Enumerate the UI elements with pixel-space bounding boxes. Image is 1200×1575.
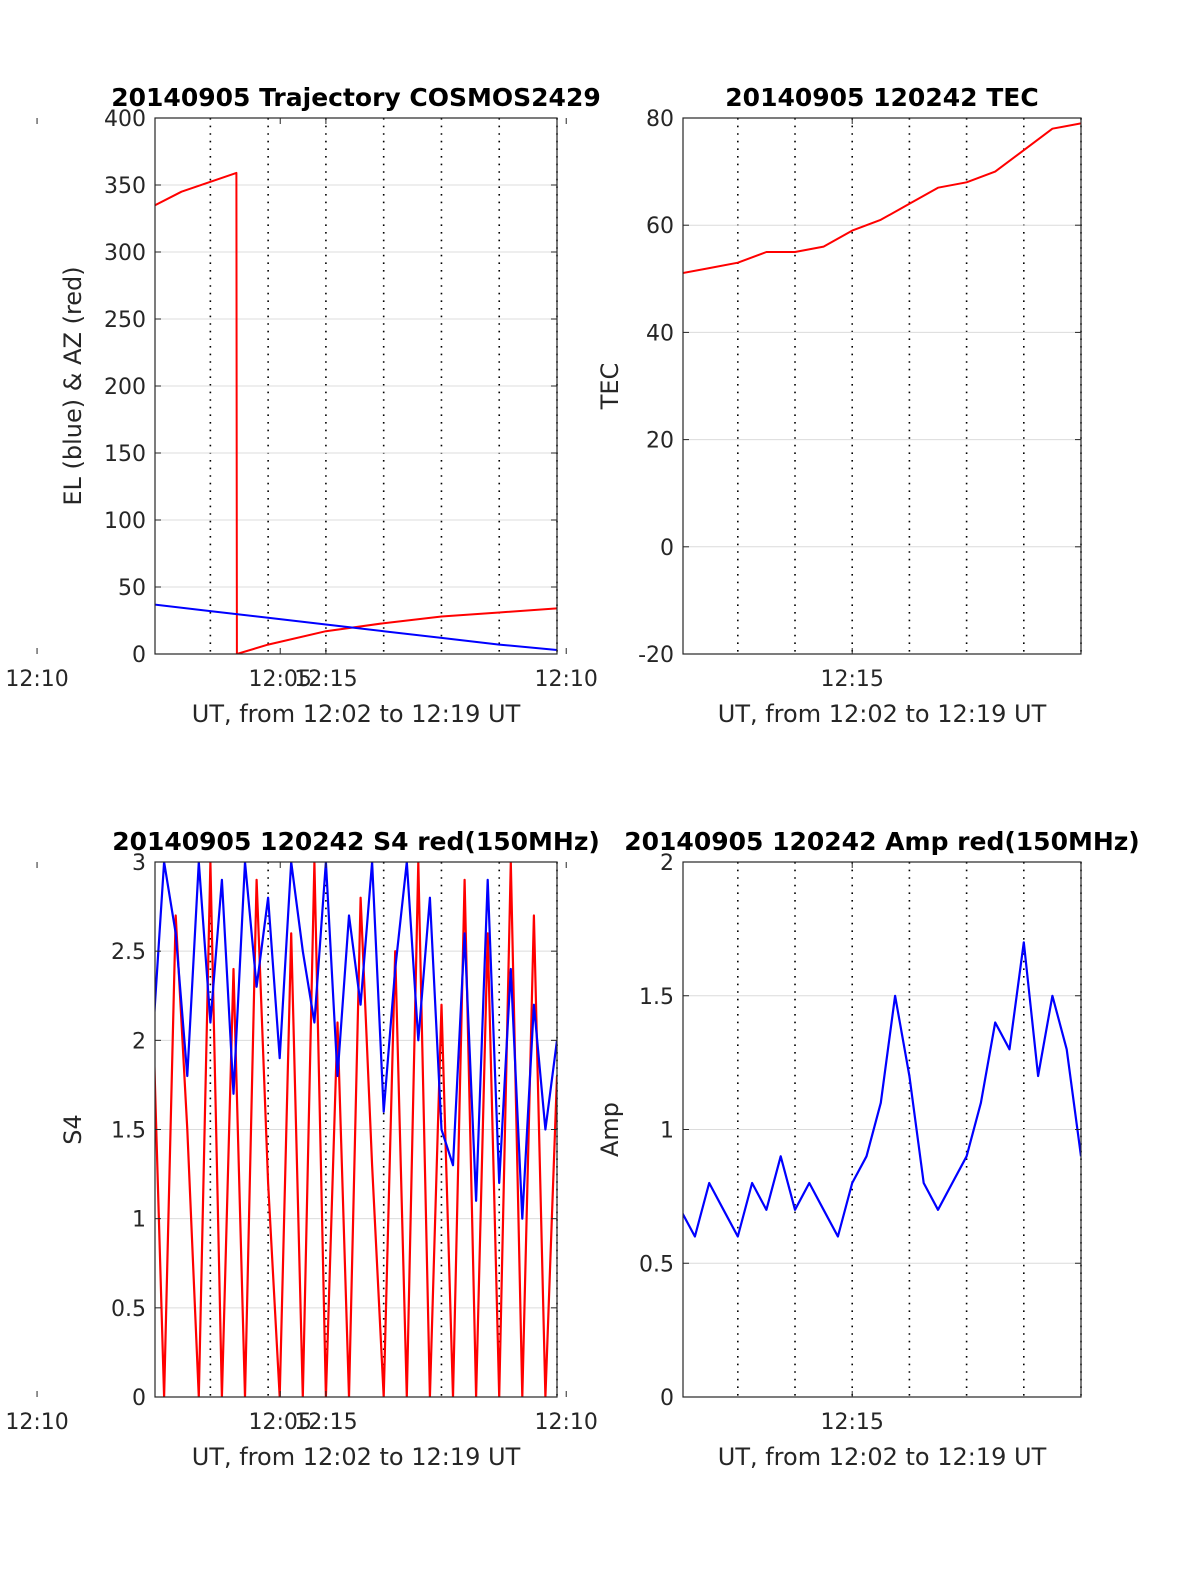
y-tick-label: 2 <box>660 851 674 876</box>
y-tick-label: 200 <box>104 375 146 400</box>
x-tick-label: 12:10 <box>5 667 68 692</box>
chart-trajectory-xlabel: UT, from 12:02 to 12:19 UT <box>192 700 521 728</box>
y-tick-label: 0.5 <box>111 1297 146 1322</box>
chart-s4-series-0 <box>155 862 557 1397</box>
chart-amp-xlabel: UT, from 12:02 to 12:19 UT <box>718 1443 1047 1471</box>
y-tick-label: 2 <box>132 1029 146 1054</box>
chart-tec-series-0 <box>683 122 1081 274</box>
y-tick-label: 0.5 <box>639 1252 674 1277</box>
y-tick-label: 50 <box>118 576 146 601</box>
x-tick-label: 12:05 <box>249 1410 312 1435</box>
chart-amp-hgrid <box>683 861 1081 1398</box>
chart-tec-vgrid <box>737 118 1082 654</box>
x-tick-label: 12:15 <box>821 1410 884 1435</box>
y-tick-label: 250 <box>104 308 146 333</box>
chart-s4-series-1 <box>155 862 557 1220</box>
y-tick-label: 20 <box>646 429 674 454</box>
x-tick-label: 12:15 <box>821 667 884 692</box>
y-tick-label: 300 <box>104 241 146 266</box>
y-tick-label: 0 <box>660 1386 674 1411</box>
chart-trajectory-ylabel: EL (blue) & AZ (red) <box>59 266 87 505</box>
y-tick-label: 3 <box>132 851 146 876</box>
chart-trajectory-hgrid <box>155 117 557 655</box>
x-tick-label: 12:15 <box>294 667 357 692</box>
x-tick-label: 12:15 <box>294 1410 357 1435</box>
chart-tec-ylabel: TEC <box>596 363 624 411</box>
chart-amp-series-0 <box>683 941 1081 1238</box>
y-tick-label: 80 <box>646 107 674 132</box>
chart-tec-xlabel: UT, from 12:02 to 12:19 UT <box>718 700 1047 728</box>
chart-s4: 0 0.5 1 1.5 2 2.5 3 12:05 12:10 12:15 20140905 120… <box>5 827 600 1471</box>
x-tick-label: 12:05 <box>249 667 312 692</box>
chart-s4-xlabel: UT, from 12:02 to 12:19 UT <box>192 1443 521 1471</box>
chart-tec-title: 20140905 120242 TEC <box>725 83 1038 112</box>
y-tick-label: 2.5 <box>111 940 146 965</box>
y-tick-label: 150 <box>104 442 146 467</box>
chart-trajectory-title: 20140905 Trajectory COSMOS2429 <box>111 83 601 112</box>
chart-s4-ylabel: S4 <box>59 1114 87 1145</box>
chart-trajectory: 0 50 100 150 200 250 300 350 400 12:05 12:10 12:15 2… <box>5 83 601 728</box>
x-tick-label: 12:10 <box>535 1410 598 1435</box>
y-tick-label: 100 <box>104 509 146 534</box>
y-tick-label: 1 <box>132 1208 146 1233</box>
chart-amp-title: 20140905 120242 Amp red(150MHz) <box>624 827 1140 856</box>
chart-amp: 0 0.5 1 1.5 2 12:05 12:10 12:15 20140905 120242 … <box>249 827 1140 1471</box>
chart-tec-axes-box <box>682 117 1082 655</box>
y-tick-label: 1.5 <box>111 1119 146 1144</box>
chart-trajectory-series-1 <box>155 603 557 651</box>
y-tick-label: 0 <box>660 536 674 561</box>
y-tick-label: 350 <box>104 174 146 199</box>
y-tick-label: 1.5 <box>639 985 674 1010</box>
chart-tec-hgrid <box>683 117 1081 655</box>
y-tick-label: 60 <box>646 214 674 239</box>
chart-tec: -20 0 20 40 60 80 12:05 12:10 12:15 20140905 1202… <box>249 83 1082 728</box>
chart-trajectory-series-0 <box>155 171 557 654</box>
y-tick-label: 0 <box>132 643 146 668</box>
x-tick-label: 12:10 <box>535 667 598 692</box>
x-tick-label: 12:10 <box>5 1410 68 1435</box>
y-tick-label: 1 <box>660 1119 674 1144</box>
chart-amp-ylabel: Amp <box>596 1102 624 1157</box>
y-tick-label: 40 <box>646 321 674 346</box>
y-tick-label: -20 <box>638 643 674 668</box>
chart-s4-title: 20140905 120242 S4 red(150MHz) <box>112 827 600 856</box>
y-tick-label: 400 <box>104 107 146 132</box>
y-tick-label: 0 <box>132 1386 146 1411</box>
